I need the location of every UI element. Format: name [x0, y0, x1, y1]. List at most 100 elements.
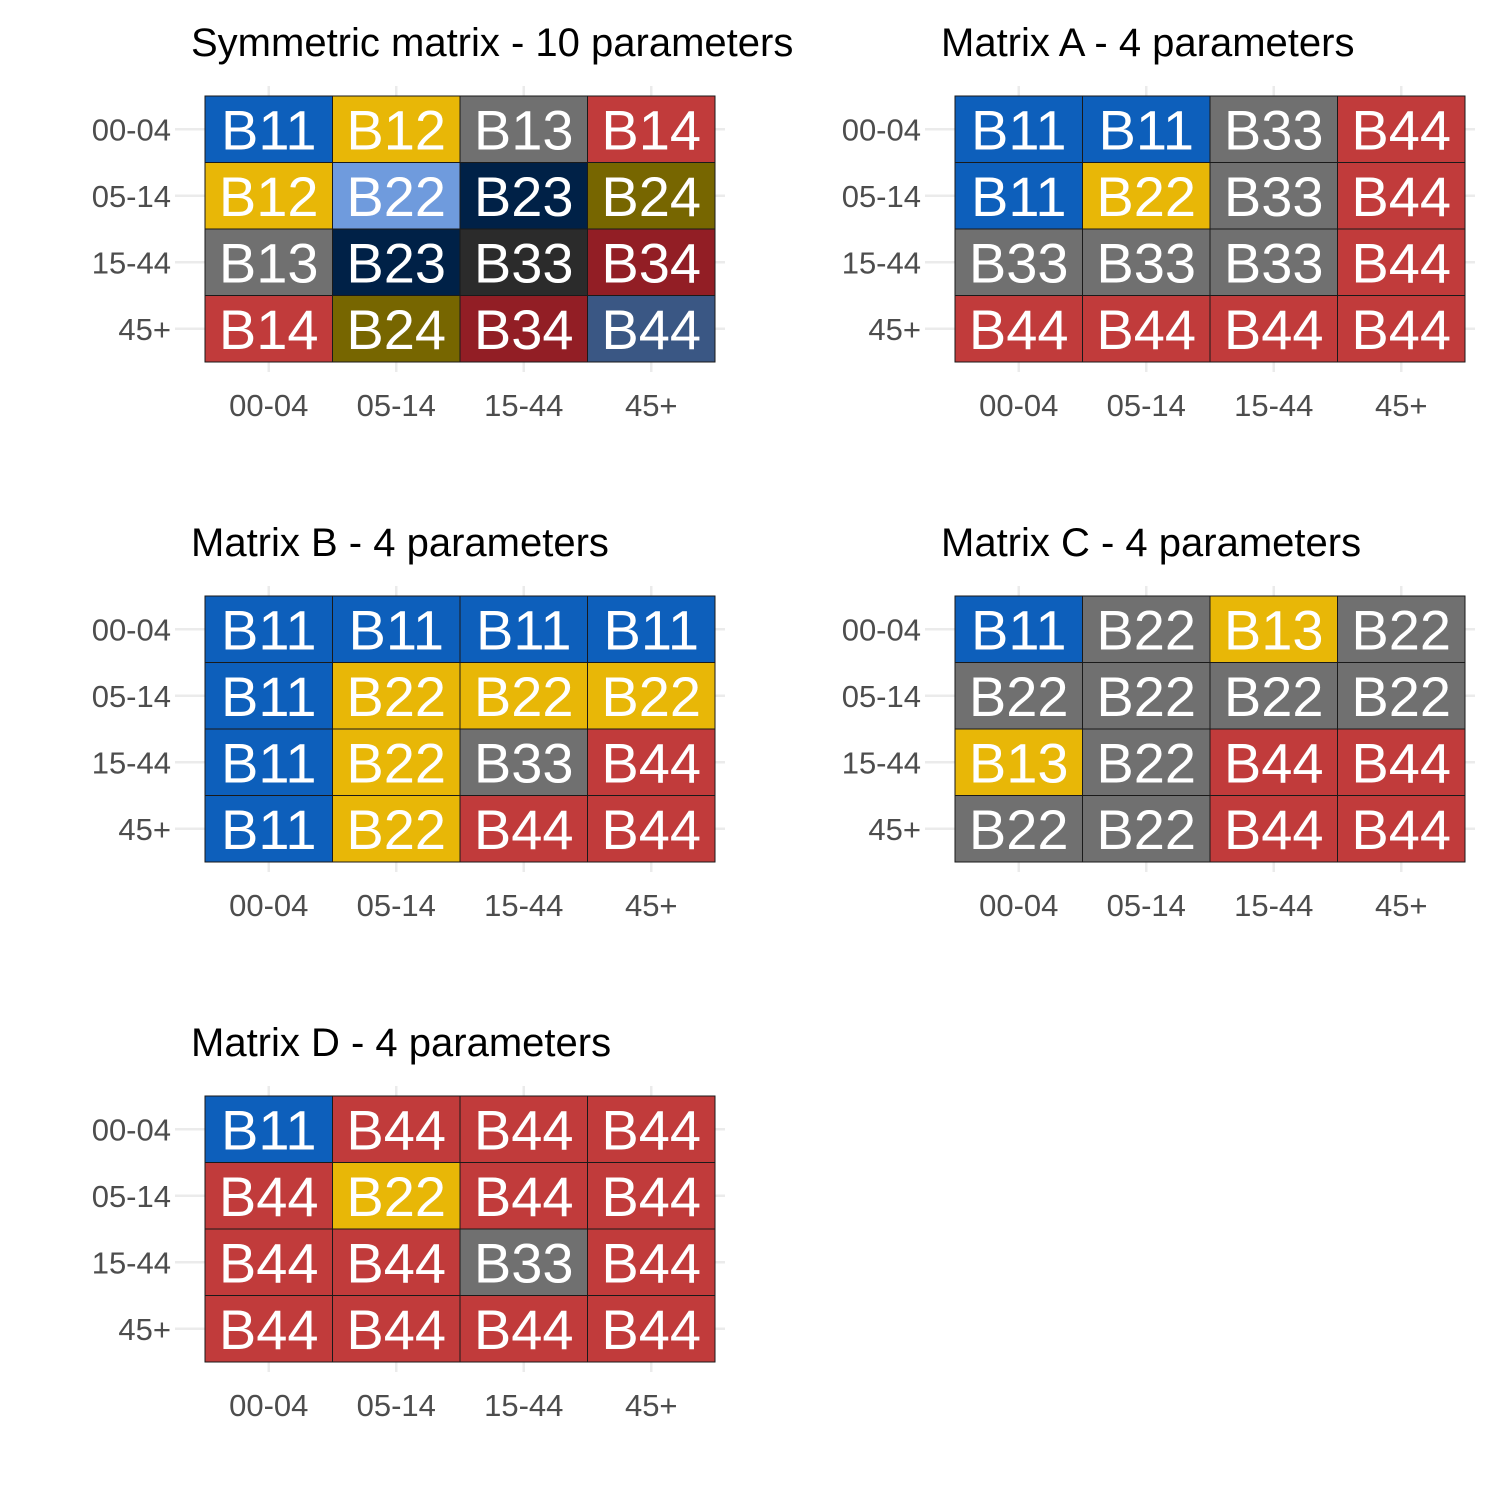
cell-label: B22	[969, 665, 1069, 728]
x-tick-label: 45+	[1375, 888, 1428, 923]
x-tick-label: 15-44	[1234, 388, 1313, 423]
heatmap-cell	[1337, 595, 1466, 663]
panel-title: Matrix B - 4 parameters	[191, 521, 609, 565]
heatmap-cell	[332, 595, 461, 663]
cell-label: B22	[1351, 598, 1451, 661]
cell-label: B22	[1224, 665, 1324, 728]
heatmap-cell	[204, 662, 333, 730]
cell-label: B44	[1224, 731, 1324, 794]
cell-label: B11	[221, 98, 316, 161]
y-tick-label: 15-44	[92, 745, 171, 780]
heatmap-cell	[587, 228, 716, 296]
heatmap-cell	[954, 795, 1083, 863]
heatmap-cell	[204, 728, 333, 796]
x-tick-label: 45+	[625, 888, 678, 923]
cell-label: B11	[971, 165, 1066, 228]
cell-label: B22	[601, 665, 701, 728]
x-tick-label: 00-04	[979, 888, 1058, 923]
cell-label: B44	[601, 798, 701, 861]
heatmap-cell	[332, 295, 461, 363]
heatmap-cell	[1082, 662, 1211, 730]
heatmap-cell	[954, 728, 1083, 796]
heatmap-cell	[1337, 228, 1466, 296]
y-tick-label: 15-44	[92, 1245, 171, 1280]
cell-label: B22	[1096, 731, 1196, 794]
heatmap-cell	[587, 595, 716, 663]
cell-label: B11	[604, 598, 699, 661]
cell-label: B22	[1096, 598, 1196, 661]
y-tick-label: 45+	[868, 812, 921, 847]
y-tick-label: 45+	[118, 812, 171, 847]
cell-label: B22	[474, 665, 574, 728]
cell-label: B44	[601, 1165, 701, 1228]
cell-label: B23	[346, 231, 446, 294]
y-tick-label: 00-04	[842, 612, 921, 647]
cell-label: B22	[1096, 165, 1196, 228]
heatmap-cell	[1082, 228, 1211, 296]
cell-label: B14	[601, 98, 701, 161]
heatmap-cell	[1337, 95, 1466, 163]
x-tick-label: 05-14	[1107, 388, 1186, 423]
cell-label: B44	[219, 1231, 319, 1294]
panel-title: Matrix C - 4 parameters	[941, 521, 1361, 565]
cell-label: B11	[221, 665, 316, 728]
heatmap-cell	[587, 1228, 716, 1296]
cell-label: B13	[969, 731, 1069, 794]
x-tick-label: 15-44	[484, 1388, 563, 1423]
heatmap-cell	[587, 662, 716, 730]
heatmap-cell	[332, 162, 461, 230]
cell-label: B12	[346, 98, 446, 161]
cell-label: B44	[346, 1098, 446, 1161]
cell-label: B44	[474, 1165, 574, 1228]
cell-label: B11	[221, 731, 316, 794]
heatmap-cell	[204, 295, 333, 363]
heatmap-cell	[1209, 228, 1338, 296]
cell-label: B44	[474, 1098, 574, 1161]
heatmap-cell	[459, 1095, 588, 1163]
heatmap-cell	[332, 1295, 461, 1363]
cell-label: B22	[346, 1165, 446, 1228]
heatmap-cell	[204, 95, 333, 163]
heatmap-cell	[204, 1095, 333, 1163]
heatmap-cell	[459, 728, 588, 796]
cell-label: B33	[474, 1231, 574, 1294]
cell-label: B11	[221, 598, 316, 661]
x-tick-label: 45+	[1375, 388, 1428, 423]
y-tick-label: 00-04	[842, 112, 921, 147]
heatmap-cell	[459, 295, 588, 363]
cell-label: B22	[346, 165, 446, 228]
cell-label: B44	[1351, 298, 1451, 361]
heatmap-cell	[459, 162, 588, 230]
heatmap-cell	[1337, 662, 1466, 730]
heatmap-cell	[204, 595, 333, 663]
heatmap-cell	[1082, 95, 1211, 163]
cell-label: B33	[1096, 231, 1196, 294]
cell-label: B22	[346, 731, 446, 794]
cell-label: B11	[1099, 98, 1194, 161]
heatmap-cell	[1337, 728, 1466, 796]
heatmap-cell	[332, 795, 461, 863]
heatmap-cell	[1337, 795, 1466, 863]
cell-label: B44	[601, 298, 701, 361]
cell-label: B44	[601, 731, 701, 794]
cell-label: B44	[1224, 298, 1324, 361]
cell-label: B44	[219, 1298, 319, 1361]
y-tick-label: 05-14	[842, 679, 921, 714]
heatmap-cell	[1209, 662, 1338, 730]
cell-label: B24	[601, 165, 701, 228]
cell-label: B33	[474, 731, 574, 794]
cell-label: B44	[1351, 165, 1451, 228]
y-tick-label: 15-44	[842, 245, 921, 280]
cell-label: B24	[346, 298, 446, 361]
heatmap-cell	[587, 95, 716, 163]
cell-label: B44	[601, 1298, 701, 1361]
cell-label: B11	[349, 598, 444, 661]
x-tick-label: 00-04	[229, 888, 308, 923]
heatmap-cell	[587, 795, 716, 863]
x-tick-label: 15-44	[1234, 888, 1313, 923]
cell-label: B22	[346, 798, 446, 861]
heatmap-cell	[587, 162, 716, 230]
